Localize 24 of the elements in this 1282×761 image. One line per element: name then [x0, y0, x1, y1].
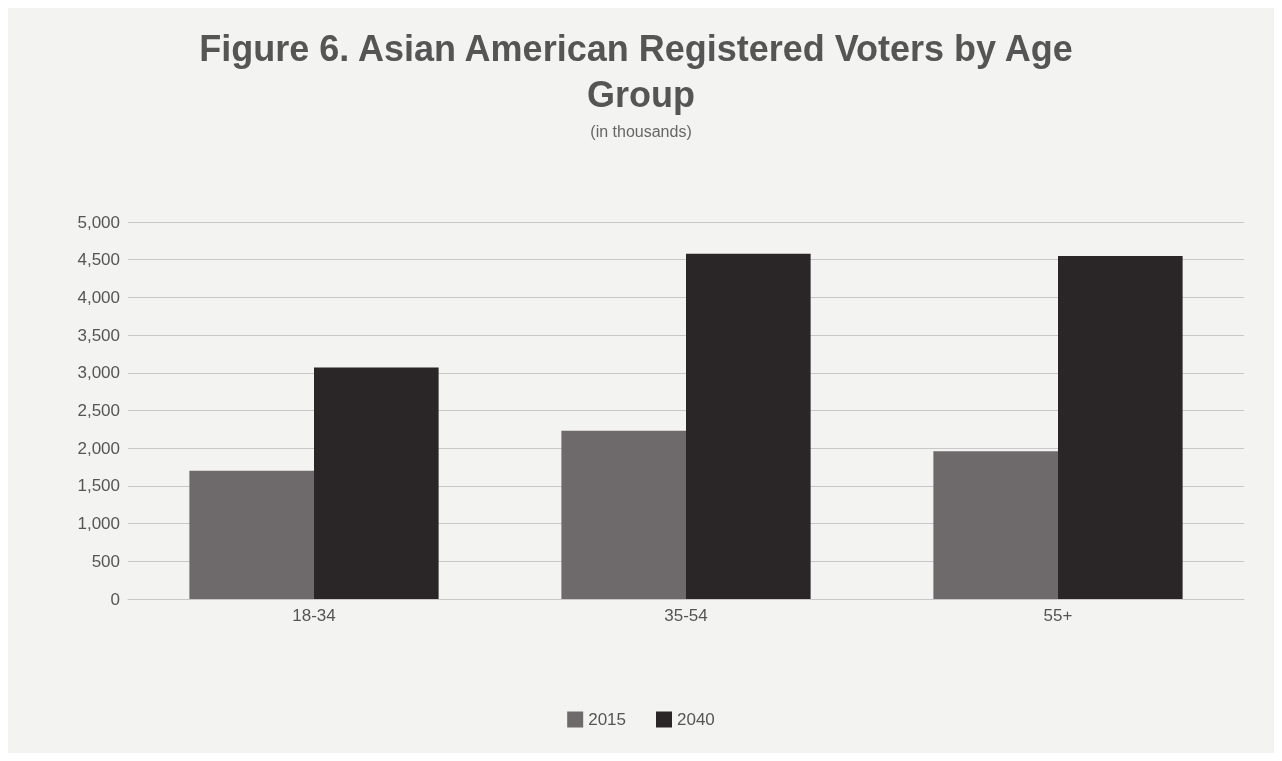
y-tick-label: 2,000 [77, 438, 120, 458]
bar [933, 451, 1058, 599]
y-tick-label: 3,500 [77, 325, 120, 345]
bar [561, 430, 686, 599]
y-tick-label: 1,500 [77, 476, 120, 496]
chart-subtitle: (in thousands) [590, 122, 692, 140]
legend-label: 2015 [588, 710, 627, 729]
y-tick-label: 4,000 [77, 287, 120, 307]
y-tick-label: 0 [110, 589, 120, 609]
bar [1058, 255, 1183, 599]
bar [189, 470, 314, 599]
x-tick-label: 55+ [1043, 606, 1073, 625]
x-tick-label: 18-34 [292, 606, 336, 625]
bar [314, 367, 439, 599]
legend-label: 2040 [677, 710, 715, 729]
y-tick-label: 2,500 [77, 401, 120, 420]
y-tick-label: 4,500 [77, 250, 120, 270]
y-tick-label: 1,000 [77, 514, 120, 534]
x-tick-label: 35-54 [664, 606, 708, 625]
y-tick-label: 5,000 [77, 212, 120, 232]
bar [686, 253, 811, 599]
y-tick-label: 3,000 [77, 363, 120, 383]
chart-title: Figure 6. Asian American Registered Voters by Age Group [199, 27, 1083, 115]
y-tick-label: 500 [91, 551, 120, 571]
